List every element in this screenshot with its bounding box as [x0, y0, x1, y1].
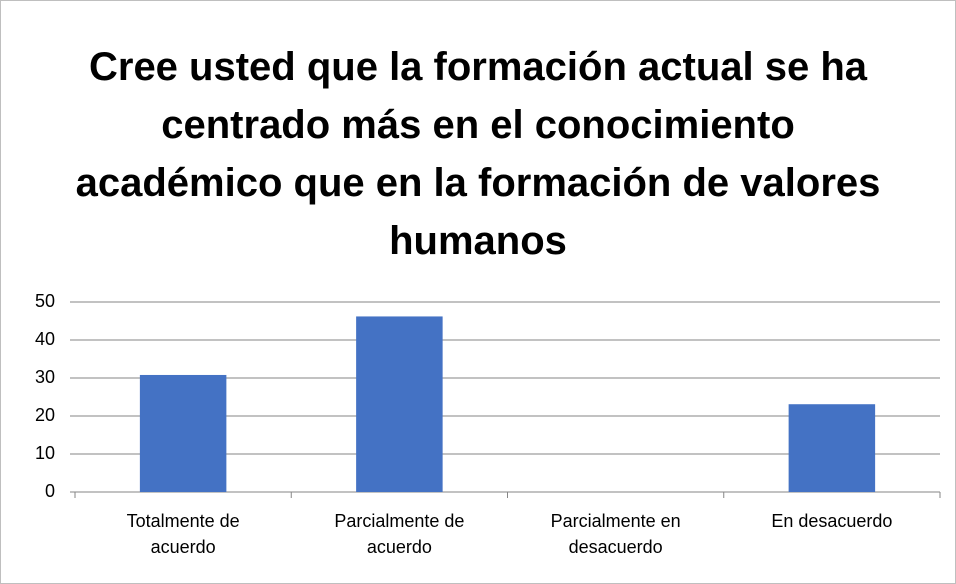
- x-tick-label: Parcialmente de acuerdo: [334, 511, 465, 557]
- bar: [788, 404, 876, 492]
- y-tick-label: 40: [35, 329, 55, 349]
- x-tick-label: Totalmente de acuerdo: [126, 511, 240, 557]
- bar: [139, 374, 227, 492]
- y-tick-label: 50: [35, 291, 55, 311]
- y-tick-label: 0: [45, 481, 55, 501]
- y-tick-label: 30: [35, 367, 55, 387]
- x-tick-label: Parcialmente en desacuerdo: [550, 511, 681, 557]
- bar: [356, 316, 443, 492]
- x-tick-label: En desacuerdo: [771, 511, 893, 531]
- chart-title: Cree usted que la formación actual se ha…: [75, 45, 881, 263]
- y-tick-label: 20: [35, 405, 55, 425]
- y-tick-label: 10: [35, 443, 55, 463]
